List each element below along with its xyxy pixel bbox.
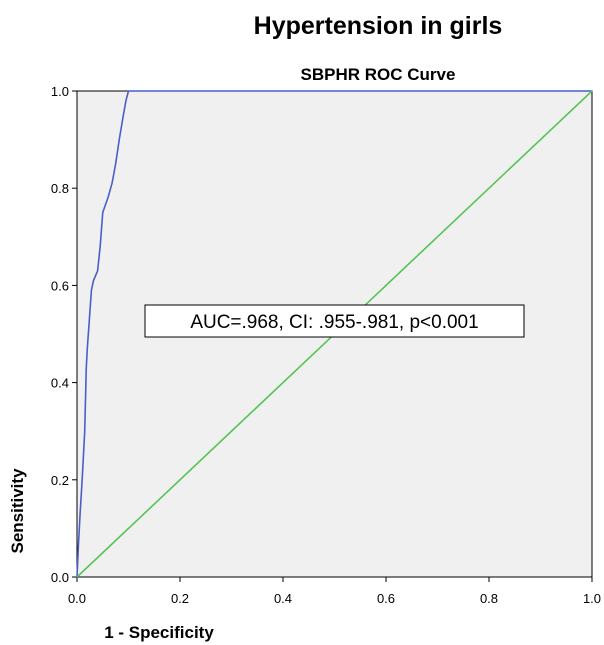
x-tick-label: 0.4 (274, 591, 292, 606)
auc-annotation: AUC=.968, CI: .955-.981, p<0.001 (144, 304, 525, 338)
chart-subtitle: SBPHR ROC Curve (301, 65, 456, 84)
annotation-box (144, 304, 525, 338)
y-axis: 0.0 0.2 0.4 0.6 0.8 1.0 (51, 84, 77, 585)
y-tick-label: 0.8 (51, 181, 69, 196)
x-axis-title: 1 - Specificity (104, 623, 214, 642)
y-tick-label: 0.2 (51, 473, 69, 488)
y-tick-label: 0.6 (51, 278, 69, 293)
y-axis-title: Sensitivity (8, 468, 27, 554)
roc-curve (76, 90, 592, 578)
x-tick-label: 0.8 (480, 591, 498, 606)
x-tick-label: 1.0 (583, 591, 601, 606)
y-tick-label: 1.0 (51, 84, 69, 99)
y-tick-label: 0.0 (51, 570, 69, 585)
x-tick-label: 0.2 (171, 591, 189, 606)
x-axis: 0.0 0.2 0.4 0.6 0.8 1.0 (68, 577, 601, 606)
x-tick-label: 0.6 (377, 591, 395, 606)
annotation-text: AUC=.968, CI: .955-.981, p<0.001 (190, 312, 478, 333)
y-tick-label: 0.4 (51, 376, 69, 391)
x-tick-label: 0.0 (68, 591, 86, 606)
chart-title: Hypertension in girls (254, 12, 503, 40)
